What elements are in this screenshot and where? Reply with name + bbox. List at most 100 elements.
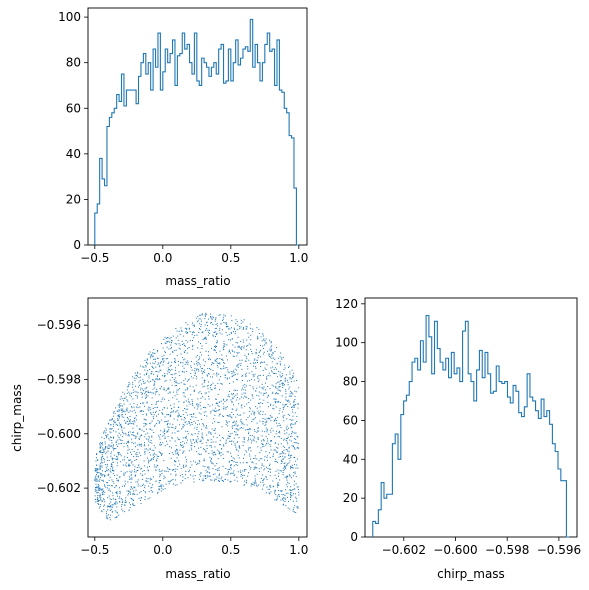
scatter-point	[291, 454, 293, 456]
scatter-point	[191, 449, 193, 451]
scatter-point	[215, 441, 217, 443]
scatter-point	[96, 486, 98, 488]
scatter-point	[151, 392, 153, 394]
scatter-point	[245, 469, 247, 471]
scatter-point	[168, 371, 170, 373]
scatter-point	[246, 424, 248, 426]
scatter-point	[216, 469, 218, 471]
scatter-point	[219, 451, 221, 453]
scatter-point	[134, 421, 136, 423]
x-tick-label: 0.0	[153, 543, 172, 557]
scatter-point	[290, 465, 292, 467]
scatter-point	[175, 479, 177, 481]
scatter-point	[201, 434, 203, 436]
scatter-point	[182, 424, 184, 426]
scatter-point	[174, 468, 176, 470]
scatter-point	[227, 472, 229, 474]
scatter-point	[158, 482, 160, 484]
scatter-point	[193, 478, 195, 480]
scatter-point	[193, 324, 195, 326]
scatter-point	[164, 342, 166, 344]
scatter-point	[108, 490, 110, 492]
scatter-point	[295, 496, 297, 498]
scatter-point	[136, 454, 138, 456]
scatter-point	[107, 482, 109, 484]
scatter-point	[128, 411, 130, 413]
scatter-point	[145, 397, 147, 399]
scatter-point	[131, 461, 133, 463]
scatter-point	[236, 399, 238, 401]
scatter-point	[205, 411, 207, 413]
scatter-point	[198, 412, 200, 414]
scatter-point	[265, 442, 267, 444]
scatter-point	[289, 414, 291, 416]
scatter-point	[277, 484, 279, 486]
scatter-point	[94, 478, 96, 480]
scatter-point	[199, 358, 201, 360]
scatter-point	[200, 413, 202, 415]
scatter-point	[133, 499, 135, 501]
scatter-point	[191, 400, 193, 402]
scatter-point	[158, 470, 160, 472]
scatter-point	[124, 464, 126, 466]
scatter-point	[272, 366, 274, 368]
scatter-point	[265, 338, 267, 340]
scatter-point	[205, 451, 207, 453]
scatter-point	[212, 334, 214, 336]
scatter-point	[276, 425, 278, 427]
scatter-point	[215, 352, 217, 354]
scatter-point	[198, 431, 200, 433]
scatter-point	[229, 377, 231, 379]
scatter-point	[137, 483, 139, 485]
scatter-point	[292, 509, 294, 511]
scatter-point	[118, 454, 120, 456]
scatter-point	[282, 474, 284, 476]
scatter-point	[235, 424, 237, 426]
scatter-point	[289, 499, 291, 501]
scatter-point	[148, 410, 150, 412]
scatter-point	[98, 480, 100, 482]
scatter-point	[128, 463, 130, 465]
scatter-point	[290, 466, 292, 468]
scatter-point	[240, 475, 242, 477]
scatter-point	[291, 426, 293, 428]
scatter-point	[250, 399, 252, 401]
scatter-point	[223, 398, 225, 400]
scatter-point	[216, 372, 218, 374]
scatter-point	[172, 335, 174, 337]
scatter-point	[267, 350, 269, 352]
scatter-point	[262, 374, 264, 376]
scatter-point	[123, 397, 125, 399]
scatter-point	[192, 348, 194, 350]
scatter-point	[248, 372, 250, 374]
scatter-point	[170, 408, 172, 410]
scatter-point	[236, 449, 238, 451]
scatter-point	[257, 438, 259, 440]
scatter-point	[282, 384, 284, 386]
x-tick-label: −0.600	[433, 543, 477, 557]
scatter-point	[165, 420, 167, 422]
scatter-point	[201, 428, 203, 430]
scatter-point	[103, 461, 105, 463]
scatter-point	[159, 434, 161, 436]
scatter-point	[262, 411, 264, 413]
scatter-point	[241, 393, 243, 395]
scatter-point	[245, 392, 247, 394]
scatter-point	[100, 494, 102, 496]
scatter-point	[185, 331, 187, 333]
scatter-point	[209, 456, 211, 458]
scatter-point	[285, 393, 287, 395]
scatter-point	[173, 350, 175, 352]
scatter-point	[284, 453, 286, 455]
scatter-point	[235, 428, 237, 430]
scatter-point	[218, 409, 220, 411]
scatter-point	[96, 464, 98, 466]
scatter-point	[266, 396, 268, 398]
scatter-point	[107, 518, 109, 520]
scatter-point	[115, 458, 117, 460]
scatter-point	[245, 481, 247, 483]
scatter-point	[242, 427, 244, 429]
scatter-point	[292, 489, 294, 491]
scatter-point	[134, 372, 136, 374]
scatter-point	[172, 411, 174, 413]
